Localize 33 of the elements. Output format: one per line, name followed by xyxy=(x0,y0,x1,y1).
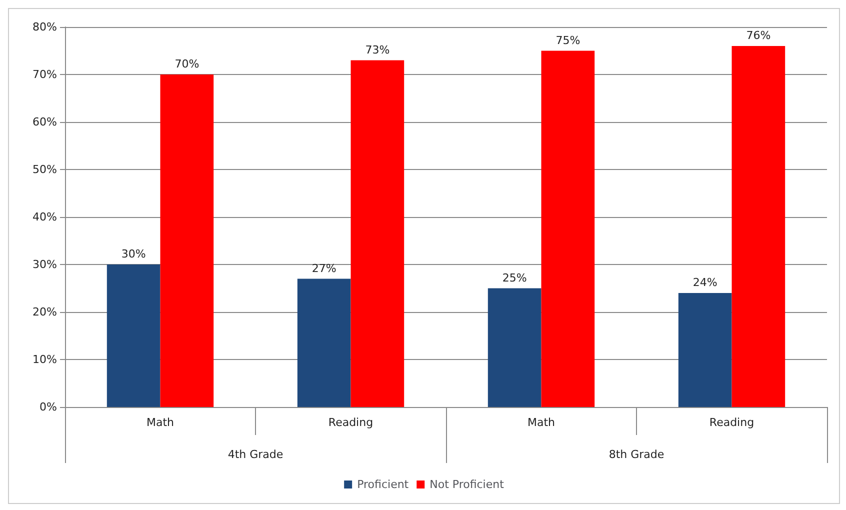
y-tick-label: 20% xyxy=(32,306,57,318)
y-tick-label: 30% xyxy=(32,258,57,271)
x-tick-label: Reading xyxy=(328,416,374,429)
y-tick-label: 0% xyxy=(40,400,57,414)
bar xyxy=(106,264,160,407)
bar xyxy=(488,288,542,407)
y-tick-label: 70% xyxy=(32,68,57,81)
x-tick-label: Math xyxy=(527,416,556,429)
data-label: 75% xyxy=(556,34,580,47)
data-label: 27% xyxy=(312,262,336,275)
y-tick-label: 50% xyxy=(32,163,57,176)
y-tick-label: 40% xyxy=(32,210,57,224)
legend-label: Proficient xyxy=(357,478,410,491)
text: 8th Grade xyxy=(608,448,664,461)
bar xyxy=(541,50,595,407)
legend-label: Not Proficient xyxy=(430,478,505,491)
bar xyxy=(297,278,351,407)
data-label: 76% xyxy=(746,29,771,42)
y-tick-label: 10% xyxy=(32,353,57,366)
data-label: 70% xyxy=(174,58,200,70)
text: 4th Grade xyxy=(228,448,284,461)
data-label: 24% xyxy=(692,276,718,289)
bar xyxy=(350,60,404,407)
x-tick-label: Reading xyxy=(709,416,754,429)
bar xyxy=(678,293,732,407)
y-tick-label: 80% xyxy=(32,20,57,34)
data-label: 73% xyxy=(365,43,390,56)
bar xyxy=(732,46,786,407)
bar xyxy=(160,74,214,407)
data-label: 30% xyxy=(121,248,146,260)
y-tick-label: 60% xyxy=(32,116,57,128)
x-tick-label: Math xyxy=(146,416,174,429)
data-label: 25% xyxy=(502,271,527,284)
